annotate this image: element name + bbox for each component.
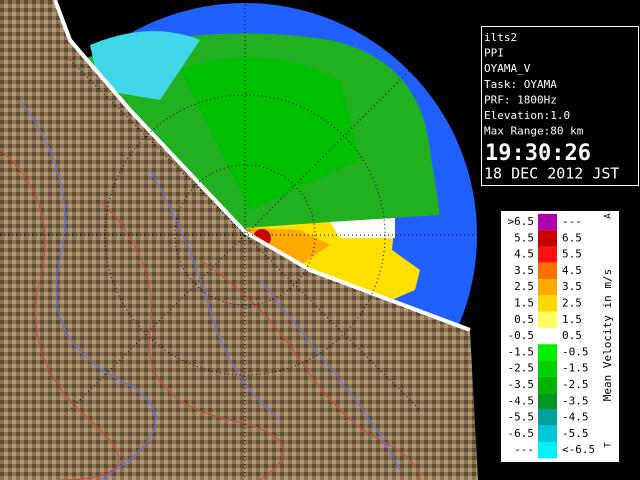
legend-high-label: -2.5: [562, 378, 589, 391]
info-line: Elevation:1.0: [484, 109, 570, 122]
range-rings: [0, 0, 478, 480]
legend-low-label: -1.5: [508, 345, 535, 358]
legend-swatch: [538, 295, 557, 312]
legend-low-label: 3.5: [514, 264, 534, 277]
legend-high-label: <-6.5: [562, 443, 595, 456]
legend-low-label: ---: [514, 443, 534, 456]
legend-high-label: 6.5: [562, 231, 582, 244]
legend-swatch: [538, 409, 557, 426]
info-line: ilts2: [484, 31, 517, 44]
legend-swatch: [538, 262, 557, 280]
legend-low-label: -2.5: [508, 362, 535, 375]
legend-low-label: 1.5: [514, 297, 534, 310]
date: 18 DEC 2012 JST: [484, 165, 619, 183]
legend-high-label: -1.5: [562, 362, 589, 375]
echo-white: [330, 218, 395, 238]
legend-low-label: 5.5: [514, 231, 534, 244]
echo-green-dark: [180, 57, 360, 211]
info-line: Max Range:80 km: [484, 125, 584, 138]
info-text: ilts2 PPI OYAMA_V Task: OYAMA PRF: 1800Hz Ele…: [484, 31, 584, 138]
legend-swatch: [538, 442, 557, 459]
legend-swatch: [538, 425, 557, 443]
legend-high-label: -0.5: [562, 345, 589, 358]
info-line: PRF: 1800Hz: [484, 93, 557, 106]
legend-low-label: >6.5: [508, 215, 535, 228]
legend-low-label: -4.5: [508, 394, 535, 407]
legend: >6.5 --- 5.5 6.5 4.5 5.5 3.5 4.5 2.5 3.5 1.5 2.5 0.5…: [508, 213, 595, 459]
legend-low-label: 0.5: [514, 313, 534, 326]
legend-swatch: [538, 279, 557, 296]
legend-high-label: -3.5: [562, 394, 589, 407]
boundaries: [0, 149, 421, 480]
info-line: Task: OYAMA: [484, 78, 557, 91]
legend-high-label: ---: [562, 215, 582, 228]
legend-low-label: 4.5: [514, 248, 534, 261]
info-panel: [481, 26, 639, 186]
radar-map: [0, 0, 478, 480]
legend-top-mark: A: [604, 213, 614, 219]
legend-swatch: [538, 360, 557, 377]
legend-title: Mean Velocity in m/s: [601, 269, 614, 401]
legend-high-label: -4.5: [562, 411, 589, 424]
legend-swatch: [538, 246, 557, 263]
legend-low-label: -5.5: [508, 411, 535, 424]
info-line: OYAMA_V: [484, 62, 531, 75]
legend-high-label: 2.5: [562, 297, 582, 310]
legend-swatch: [538, 213, 557, 231]
legend-low-label: -0.5: [508, 329, 535, 342]
legend-bottom-mark: T: [604, 442, 614, 448]
legend-high-label: 3.5: [562, 280, 582, 293]
legend-swatch: [538, 327, 557, 345]
legend-high-label: 1.5: [562, 313, 582, 326]
coastline: [53, 0, 471, 332]
legend-panel: [500, 210, 620, 463]
legend-swatch: [538, 393, 557, 410]
rivers: [19, 99, 401, 480]
legend-low-label: 2.5: [514, 280, 534, 293]
legend-swatch: [538, 311, 557, 328]
time: 19:30:26: [485, 141, 591, 166]
legend-high-label: -5.5: [562, 427, 589, 440]
legend-swatch: [538, 376, 557, 394]
legend-low-label: -6.5: [508, 427, 535, 440]
legend-swatch: [538, 230, 557, 247]
legend-high-label: 4.5: [562, 264, 582, 277]
legend-low-label: -3.5: [508, 378, 535, 391]
legend-high-label: 5.5: [562, 248, 582, 261]
echo-cyan: [90, 31, 200, 100]
legend-high-label: 0.5: [562, 329, 582, 342]
legend-swatch: [538, 344, 557, 361]
info-line: PPI: [484, 47, 504, 60]
